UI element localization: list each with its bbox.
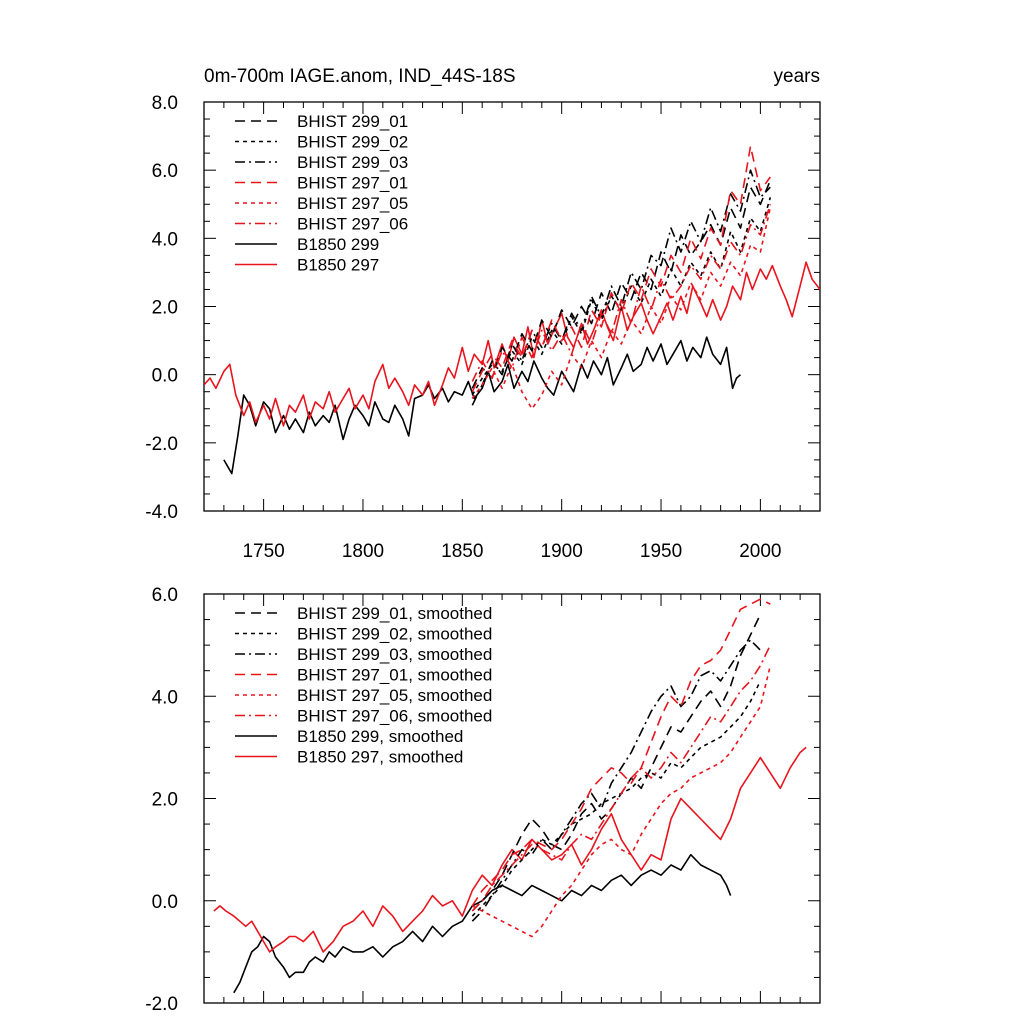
chart-units: years [774, 66, 820, 87]
x-tick-label: 1900 [541, 541, 583, 562]
series-line-6 [471, 598, 771, 907]
legend-label: BHIST 297_06, smoothed [297, 707, 492, 726]
legend-label: BHIST 297_01 [297, 174, 408, 193]
y-tick-label: -2.0 [145, 994, 178, 1015]
legend-label: BHIST 299_02 [297, 133, 408, 152]
legend-label: B1850 299 [297, 235, 379, 254]
series-line-5 [471, 169, 771, 406]
legend-label: B1850 299, smoothed [297, 727, 463, 746]
series-line-2 [204, 261, 820, 427]
series-line-4 [471, 680, 762, 917]
legend-label: BHIST 299_03 [297, 153, 408, 172]
y-tick-label: -4.0 [145, 502, 178, 523]
series-line-7 [471, 207, 772, 410]
y-tick-label: 4.0 [152, 687, 178, 708]
legend-label: BHIST 297_01, smoothed [297, 666, 492, 685]
legend-label: BHIST 299_03, smoothed [297, 645, 492, 664]
y-tick-label: -2.0 [145, 434, 178, 455]
y-tick-label: 8.0 [152, 93, 178, 114]
legend-label: BHIST 297_05 [297, 194, 408, 213]
x-tick-label: 1950 [640, 541, 682, 562]
legend-label: BHIST 299_02, smoothed [297, 625, 492, 644]
chart-title: 0m-700m IAGE.anom, IND_44S-18S [204, 66, 516, 87]
series-line-5 [471, 639, 761, 922]
chart-panel-bottom: -2.0 0.0 2.0 4.0 6.0 BHIST 299_01, smoothed BH… [145, 585, 821, 1015]
legend-label: B1850 297, smoothed [297, 748, 463, 767]
x-tick-label: 1800 [342, 541, 384, 562]
legend-label: BHIST 299_01, smoothed [297, 604, 492, 623]
legend-label: B1850 297 [297, 256, 379, 275]
x-tick-label: 1850 [441, 541, 483, 562]
series-line-8 [471, 644, 772, 912]
x-tick-label: 2000 [739, 541, 781, 562]
series-line-7 [471, 665, 772, 938]
y-tick-label: 0.0 [152, 892, 178, 913]
y-tick-label: 6.0 [152, 161, 178, 182]
x-tick-label: 1750 [242, 541, 284, 562]
series-line-8 [471, 204, 772, 382]
y-tick-label: 6.0 [152, 585, 178, 606]
legend-label: BHIST 297_05, smoothed [297, 686, 492, 705]
series-line-3 [471, 614, 762, 912]
legend-label: BHIST 299_01 [297, 112, 408, 131]
y-tick-label: 0.0 [152, 366, 178, 387]
series-line-4 [471, 197, 772, 396]
y-tick-label: 2.0 [152, 790, 178, 811]
y-tick-label: 4.0 [152, 229, 178, 250]
series-line-6 [471, 145, 771, 393]
series-line-1 [233, 853, 732, 994]
chart-panel-top: -4.0 -2.0 0.0 2.0 4.0 6.0 8.0 1750 1800 1850 1900 1… [145, 93, 821, 562]
legend-label: BHIST 297_06 [297, 215, 408, 234]
y-tick-label: 2.0 [152, 298, 178, 319]
series-line-1 [223, 336, 742, 475]
series-line-2 [213, 746, 807, 953]
